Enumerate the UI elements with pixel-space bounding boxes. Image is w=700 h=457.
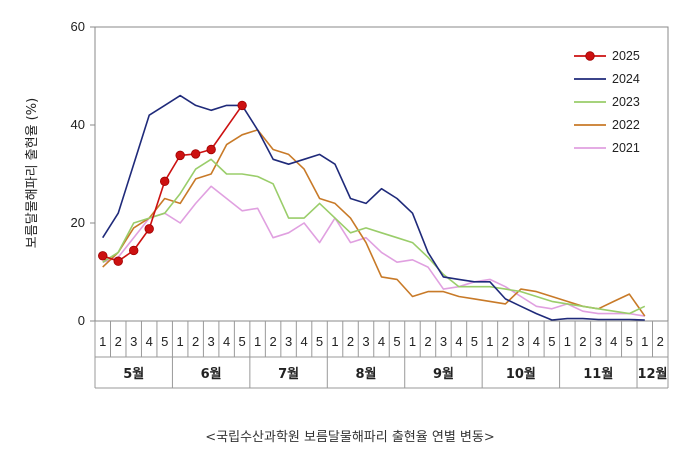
series-line-2021 xyxy=(102,185,645,317)
x-tick-label: 3 xyxy=(517,334,524,349)
x-tick-label: 3 xyxy=(362,334,369,349)
x-tick-label: 3 xyxy=(285,334,292,349)
x-tick-label: 2 xyxy=(347,334,354,349)
legend-label-2025: 2025 xyxy=(612,49,640,63)
x-tick-label: 1 xyxy=(254,334,261,349)
x-tick-label: 2 xyxy=(115,334,122,349)
x-tick-label: 4 xyxy=(300,334,307,349)
x-tick-label: 1 xyxy=(99,334,106,349)
month-label: 12월 xyxy=(637,366,667,382)
data-point-2025 xyxy=(129,245,139,256)
legend-marker-2025 xyxy=(585,51,595,61)
series-line-2022 xyxy=(102,129,646,317)
x-tick-label: 2 xyxy=(579,334,586,349)
legend-label-2024: 2024 xyxy=(612,72,640,86)
data-point-2025 xyxy=(159,176,170,187)
x-tick-label: 1 xyxy=(486,334,493,349)
x-tick-label: 3 xyxy=(440,334,447,349)
x-tick-label: 4 xyxy=(610,334,617,349)
x-tick-label: 5 xyxy=(239,334,246,349)
x-tick-label: 5 xyxy=(393,334,400,349)
x-tick-label: 2 xyxy=(269,334,276,349)
series-line-2025 xyxy=(102,104,243,263)
legend-label-2021: 2021 xyxy=(612,141,640,155)
data-point-2025 xyxy=(237,100,247,111)
series-line-2024 xyxy=(102,94,645,321)
month-label: 5월 xyxy=(123,366,144,382)
x-tick-label: 4 xyxy=(223,334,230,349)
data-point-2025 xyxy=(113,256,123,266)
x-tick-label: 2 xyxy=(502,334,509,349)
month-label: 7월 xyxy=(278,366,299,382)
x-tick-label: 5 xyxy=(316,334,323,349)
x-tick-label: 4 xyxy=(533,334,540,349)
legend-label-2023: 2023 xyxy=(612,95,640,109)
month-label: 11월 xyxy=(583,366,613,382)
x-tick-label: 5 xyxy=(161,334,168,349)
x-tick-label: 4 xyxy=(455,334,462,349)
x-tick-label: 5 xyxy=(548,334,555,349)
x-tick-label: 4 xyxy=(378,334,385,349)
month-label: 10월 xyxy=(506,366,536,382)
x-tick-label: 1 xyxy=(641,334,648,349)
x-tick-label: 1 xyxy=(564,334,571,349)
x-tick-label: 4 xyxy=(146,334,153,349)
month-label: 8월 xyxy=(356,366,377,382)
x-tick-label: 5 xyxy=(471,334,478,349)
data-point-2025 xyxy=(98,251,108,261)
series-line-2023 xyxy=(102,158,646,315)
data-point-2025 xyxy=(190,149,201,159)
x-tick-label: 1 xyxy=(177,334,184,349)
x-tick-label: 2 xyxy=(424,334,431,349)
data-point-2025 xyxy=(175,150,185,161)
x-tick-label: 5 xyxy=(626,334,633,349)
data-point-2025 xyxy=(144,224,154,234)
y-tick-label: 20 xyxy=(71,215,85,230)
month-label: 9월 xyxy=(433,366,454,382)
data-point-2025 xyxy=(206,144,216,155)
y-tick-label: 0 xyxy=(78,313,85,328)
x-tick-label: 3 xyxy=(208,334,215,349)
x-tick-label: 2 xyxy=(657,334,664,349)
plot-area xyxy=(94,26,669,322)
x-tick-label: 2 xyxy=(192,334,199,349)
y-axis-label: 보름달물해파리 출현율 (%) xyxy=(25,98,40,248)
legend-label-2022: 2022 xyxy=(612,118,640,132)
y-tick-label: 60 xyxy=(71,19,85,34)
y-tick-label: 40 xyxy=(71,117,85,132)
x-tick-label: 1 xyxy=(409,334,416,349)
x-tick-label: 1 xyxy=(331,334,338,349)
x-tick-label: 3 xyxy=(595,334,602,349)
x-tick-label: 3 xyxy=(130,334,137,349)
chart-caption: <국립수산과학원 보름달물해파리 출현율 연별 변동> xyxy=(205,430,495,445)
month-label: 6월 xyxy=(201,366,222,382)
